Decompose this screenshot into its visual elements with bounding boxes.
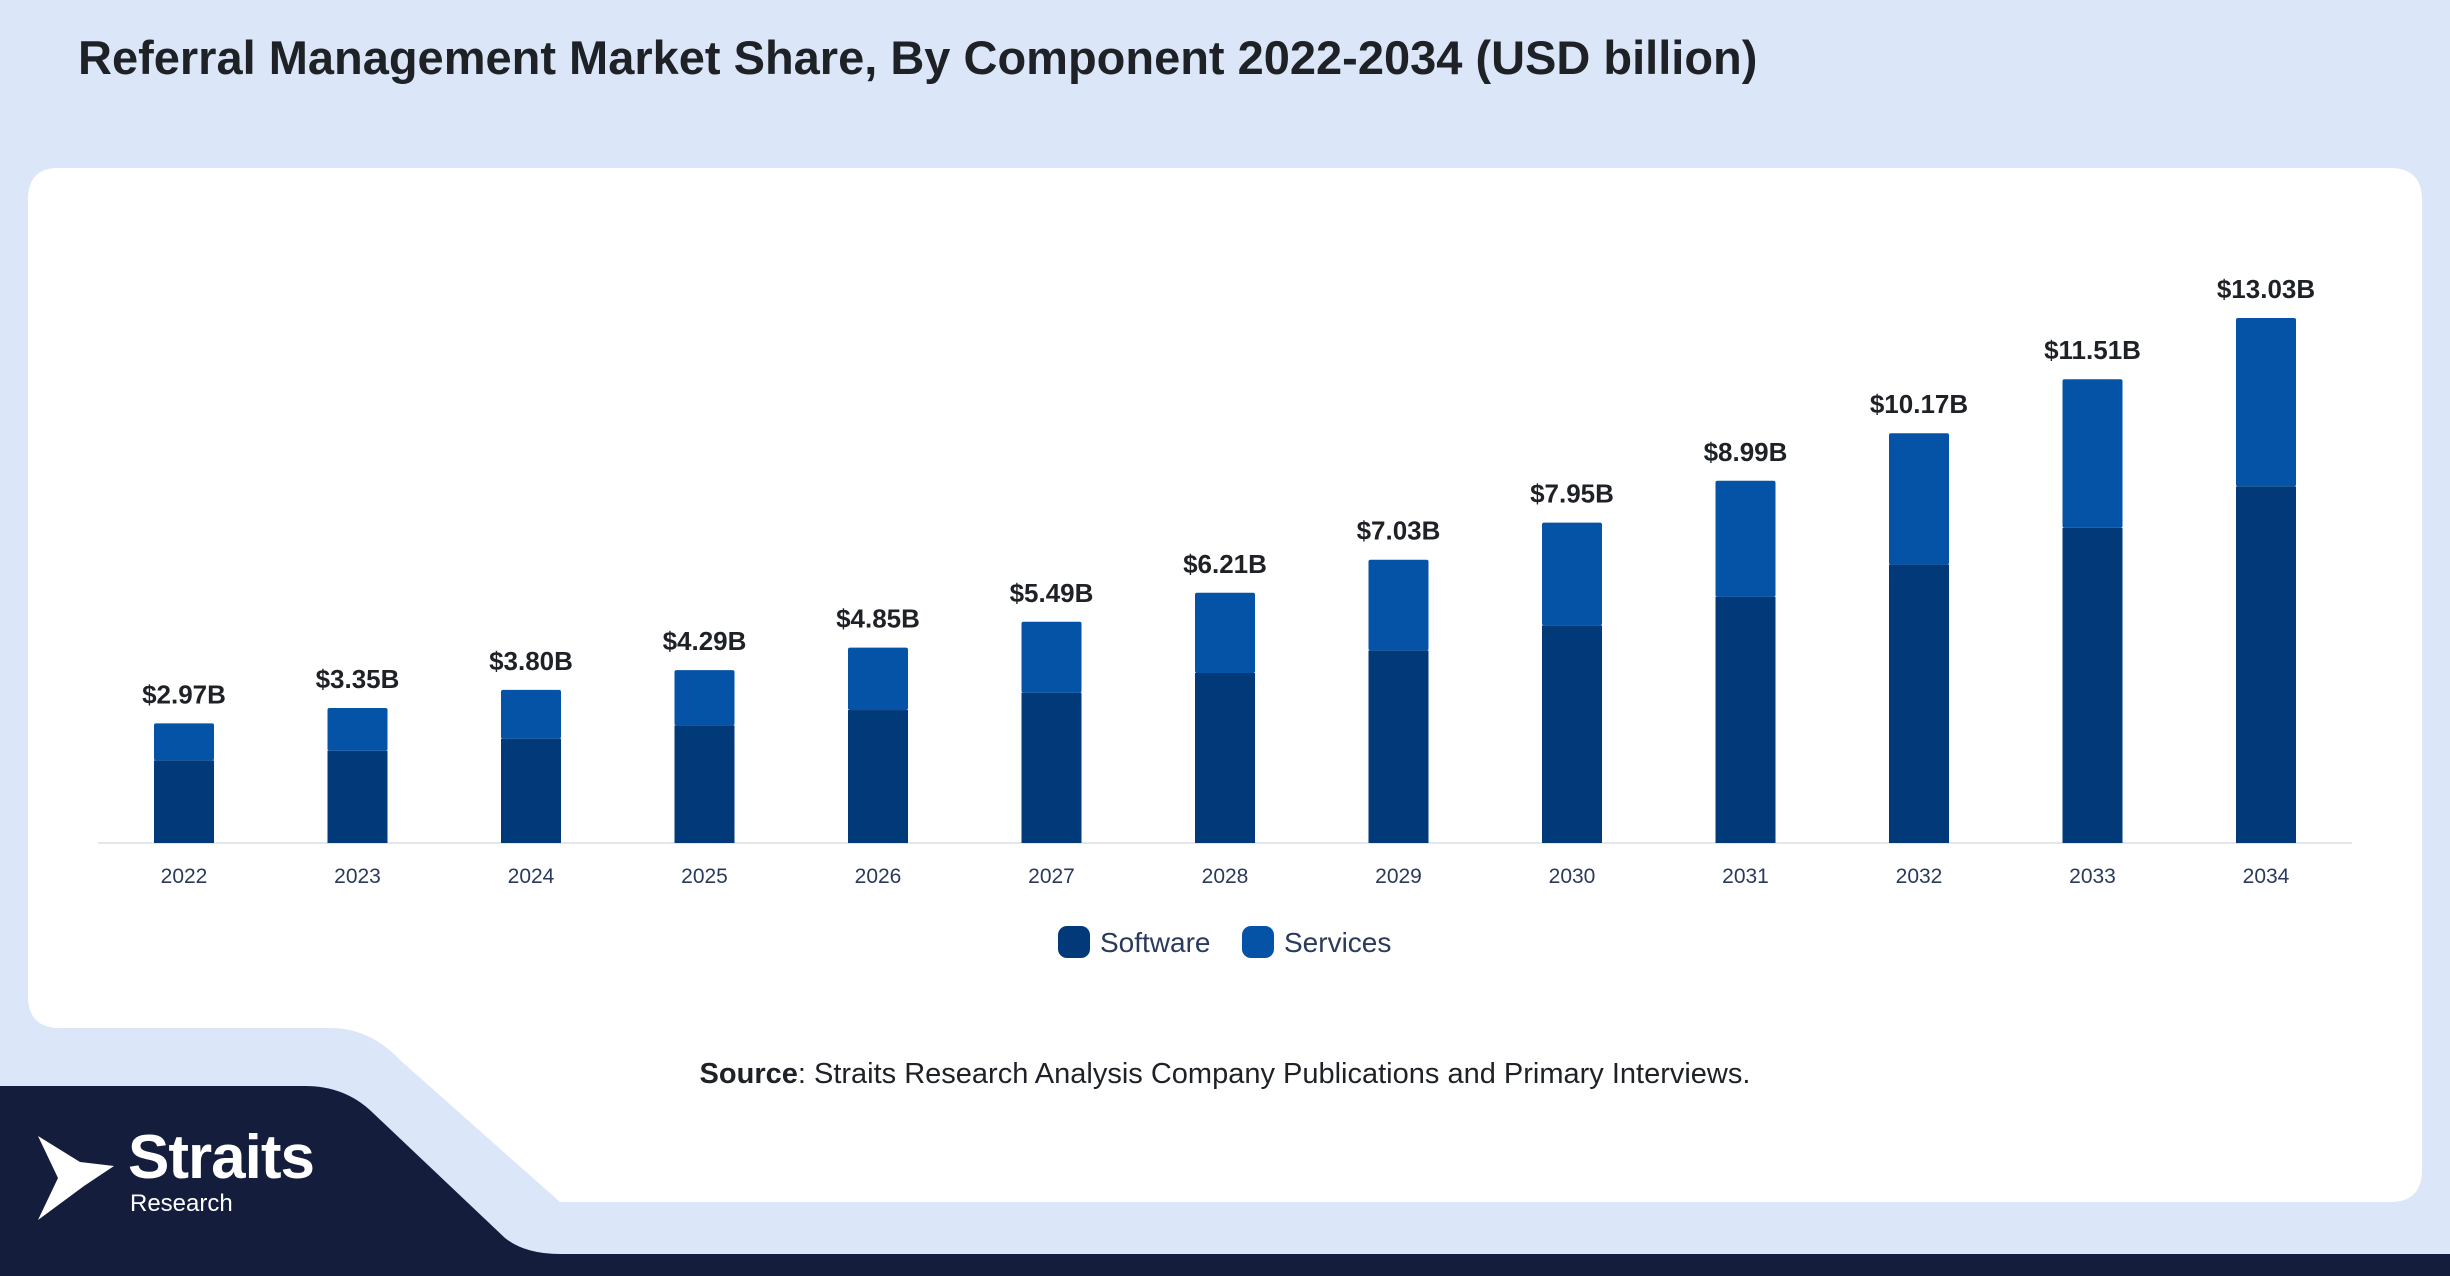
total-label-2024: $3.80B bbox=[489, 646, 573, 676]
total-label-2034: $13.03B bbox=[2217, 274, 2315, 304]
bar-services-2034 bbox=[2236, 318, 2296, 487]
page-title: Referral Management Market Share, By Com… bbox=[78, 31, 1758, 84]
bar-software-2028 bbox=[1195, 672, 1255, 843]
bar-services-2028 bbox=[1195, 592, 1255, 673]
total-label-2032: $10.17B bbox=[1870, 389, 1968, 419]
bar-software-2026 bbox=[848, 710, 908, 843]
bar-software-2022 bbox=[154, 760, 214, 843]
total-label-2031: $8.99B bbox=[1704, 437, 1788, 467]
source-text: : Straits Research Analysis Company Publ… bbox=[797, 1058, 1751, 1090]
total-label-2025: $4.29B bbox=[663, 626, 747, 656]
x-tick-2034: 2034 bbox=[2243, 865, 2290, 888]
x-tick-2025: 2025 bbox=[681, 865, 728, 888]
x-tick-2026: 2026 bbox=[855, 865, 902, 888]
bar-services-2031 bbox=[1715, 480, 1776, 597]
x-tick-2028: 2028 bbox=[1202, 865, 1249, 888]
total-labels: $2.97B $3.35B $3.80B $4.29B $4.85B $5.49B $6.2… bbox=[142, 274, 2315, 709]
legend-label-software: Software bbox=[1100, 927, 1211, 958]
bar-software-2032 bbox=[1889, 564, 1949, 843]
x-tick-2031: 2031 bbox=[1722, 865, 1769, 888]
bar-software-2027 bbox=[1021, 692, 1082, 843]
bars-group bbox=[154, 318, 2296, 843]
bar-services-2024 bbox=[501, 689, 561, 739]
total-label-2033: $11.51B bbox=[2044, 335, 2141, 365]
source-label: Source bbox=[699, 1058, 798, 1090]
total-label-2029: $7.03B bbox=[1357, 516, 1441, 546]
bar-services-2030 bbox=[1542, 522, 1602, 626]
x-tick-2022: 2022 bbox=[161, 865, 208, 888]
bar-services-2022 bbox=[154, 723, 214, 761]
bar-software-2034 bbox=[2236, 486, 2296, 843]
logo-name: Straits bbox=[128, 1123, 315, 1192]
straits-logo: Straits Research bbox=[36, 1123, 356, 1220]
total-label-2030: $7.95B bbox=[1530, 479, 1614, 509]
x-tick-2030: 2030 bbox=[1549, 865, 1596, 888]
logo-subtitle: Research bbox=[130, 1190, 233, 1217]
x-tick-2023: 2023 bbox=[334, 865, 381, 888]
x-tick-2029: 2029 bbox=[1375, 865, 1422, 888]
x-tick-2033: 2033 bbox=[2069, 865, 2116, 888]
bar-software-2030 bbox=[1542, 625, 1602, 843]
bar-services-2023 bbox=[327, 708, 388, 751]
bar-software-2024 bbox=[501, 738, 561, 843]
bar-services-2027 bbox=[1021, 621, 1082, 693]
legend-swatch-software bbox=[1058, 926, 1090, 958]
bar-software-2023 bbox=[327, 750, 388, 843]
bar-services-2033 bbox=[2062, 379, 2123, 528]
x-tick-2027: 2027 bbox=[1028, 865, 1075, 888]
bar-services-2026 bbox=[848, 647, 908, 711]
bar-software-2031 bbox=[1715, 596, 1776, 843]
source-note: Source: Straits Research Analysis Compan… bbox=[0, 1058, 2450, 1091]
bar-services-2025 bbox=[674, 670, 735, 726]
bar-software-2033 bbox=[2062, 527, 2123, 843]
total-label-2026: $4.85B bbox=[836, 604, 920, 634]
footer-band bbox=[0, 1086, 2450, 1276]
bar-software-2029 bbox=[1368, 650, 1429, 843]
legend-swatch-services bbox=[1242, 926, 1274, 958]
x-tick-2032: 2032 bbox=[1896, 865, 1943, 888]
x-tick-2024: 2024 bbox=[508, 865, 555, 888]
total-label-2028: $6.21B bbox=[1183, 549, 1267, 579]
x-tick-labels: 2022 2023 2024 2025 2026 2027 2028 2029 2030 2031… bbox=[161, 865, 2290, 888]
total-label-2022: $2.97B bbox=[142, 679, 226, 709]
bar-software-2025 bbox=[674, 725, 735, 843]
legend: Software Services bbox=[1058, 926, 1391, 958]
total-label-2023: $3.35B bbox=[316, 664, 400, 694]
legend-label-services: Services bbox=[1284, 927, 1391, 958]
bar-services-2032 bbox=[1889, 433, 1949, 565]
bar-services-2029 bbox=[1368, 559, 1429, 651]
logo-arrow-icon bbox=[38, 1136, 114, 1220]
total-label-2027: $5.49B bbox=[1010, 578, 1094, 608]
